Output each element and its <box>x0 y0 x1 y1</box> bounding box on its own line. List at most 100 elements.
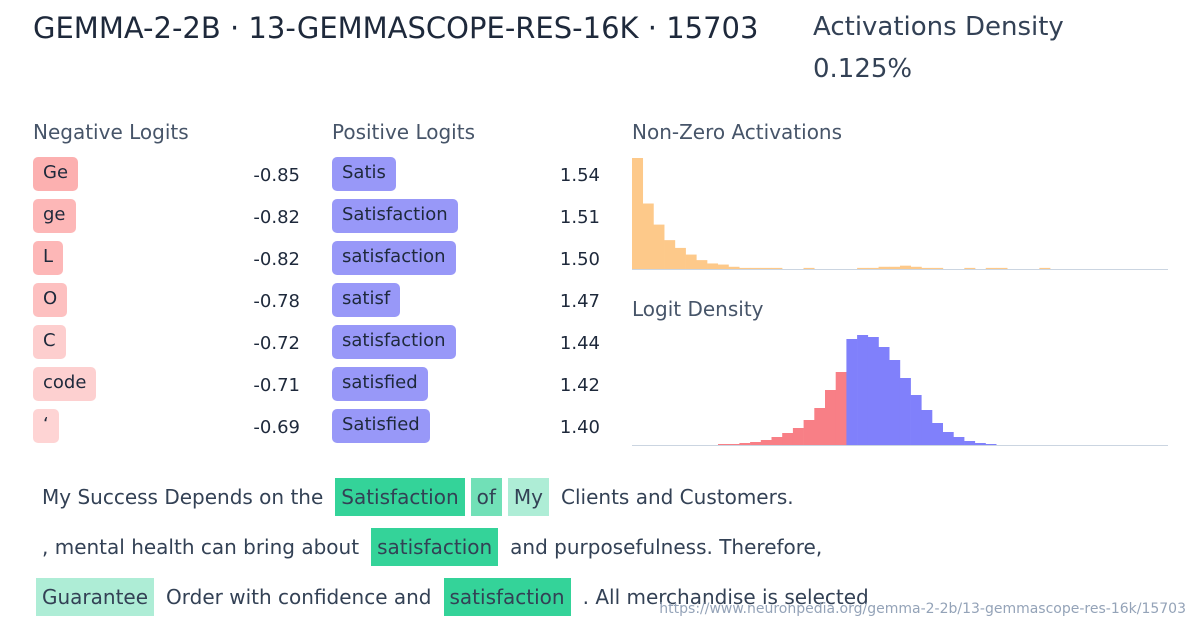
histogram-bar <box>964 267 976 269</box>
histogram-bar <box>792 428 804 445</box>
token-segment: of <box>470 478 502 516</box>
token-segment: Clients and Customers. <box>561 485 794 509</box>
activations-histogram <box>632 158 1168 270</box>
activations-heading: Non-Zero Activations <box>632 120 843 144</box>
logit-token: L <box>33 241 64 275</box>
logit-value: 1.40 <box>559 417 600 438</box>
logit-value: -0.78 <box>253 291 300 312</box>
logit-token: ge <box>33 199 76 233</box>
source-url: https://www.neuronpedia.org/gemma-2-2b/1… <box>659 601 1186 617</box>
histogram-bar <box>1039 267 1051 269</box>
token-segment: satisfaction <box>443 578 571 616</box>
logit-value: -0.82 <box>253 207 300 228</box>
histogram-bar <box>728 444 740 445</box>
logit-value: 1.54 <box>559 165 600 186</box>
logit-value: -0.72 <box>253 333 300 354</box>
histogram-bar <box>760 267 772 269</box>
logit-value: 1.42 <box>559 375 600 396</box>
histogram-bar <box>696 260 708 269</box>
logit-token: satisfied <box>332 367 428 401</box>
histogram-bar <box>632 158 644 269</box>
logit-token: satisf <box>332 283 401 317</box>
logit-token: ‘ <box>33 409 59 443</box>
histogram-bar <box>889 360 901 445</box>
token-segment: satisfaction <box>371 528 499 566</box>
histogram-bar <box>857 335 869 445</box>
histogram-bar <box>846 339 858 445</box>
histogram-bar <box>718 444 729 445</box>
histogram-bar <box>825 390 836 445</box>
histogram-bar <box>653 224 665 269</box>
token-segment: My Success Depends on the <box>42 485 324 509</box>
token-segment: My <box>507 478 550 516</box>
token-segment: and purposefulness. Therefore, <box>510 535 823 559</box>
histogram-bar <box>685 254 697 269</box>
logit-histogram <box>632 335 1168 446</box>
histogram-bar <box>642 203 654 269</box>
histogram-bar <box>878 347 890 445</box>
histogram-bar <box>964 441 976 445</box>
text-line: My Success Depends on the Satisfaction of M… <box>36 478 800 516</box>
histogram-bar <box>932 423 943 445</box>
logit-token: Satisfaction <box>332 199 458 233</box>
logit-token: Satisfied <box>332 409 430 443</box>
histogram-bar <box>985 267 997 269</box>
histogram-bar <box>664 240 676 269</box>
histogram-bar <box>814 408 826 445</box>
histogram-bar <box>932 267 944 269</box>
histogram-bar <box>985 444 997 445</box>
histogram-bar <box>899 378 911 445</box>
histogram-bar <box>857 267 869 269</box>
histogram-bar <box>674 247 686 269</box>
histogram-bar <box>771 267 783 269</box>
histogram-bar <box>739 267 751 269</box>
logit-token: satisfaction <box>332 325 456 359</box>
histogram-bar <box>717 264 729 269</box>
histogram-bar <box>942 432 954 445</box>
histogram-bar <box>835 372 847 445</box>
logit-token: code <box>33 367 97 401</box>
histogram-bar <box>803 267 815 269</box>
logit-token: C <box>33 325 66 359</box>
histogram-bar <box>750 442 762 445</box>
density-value: 0.125% <box>813 54 913 84</box>
negative-heading: Negative Logits <box>33 120 189 144</box>
histogram-bar <box>921 410 933 445</box>
histogram-bar <box>707 263 719 269</box>
logit-token: satisfaction <box>332 241 456 275</box>
histogram-bar <box>782 433 794 445</box>
histogram-bar <box>889 266 901 269</box>
histogram-bar <box>867 337 879 445</box>
logit-value: -0.69 <box>253 417 300 438</box>
logit-token: O <box>33 283 68 317</box>
logit-value: 1.51 <box>559 207 600 228</box>
histogram-bar <box>910 395 922 445</box>
text-line: , mental health can bring about satisfact… <box>36 528 828 566</box>
logit-value: 1.50 <box>559 249 600 270</box>
logit-value: 1.47 <box>559 291 600 312</box>
feature-title: GEMMA-2-2B · 13-GEMMASCOPE-RES-16K · 157… <box>33 11 759 45</box>
histogram-bar <box>760 440 772 445</box>
histogram-bar <box>739 443 751 445</box>
token-segment: Order with confidence and <box>166 585 432 609</box>
token-segment: , mental health can bring about <box>42 535 360 559</box>
histogram-bar <box>910 266 922 269</box>
token-segment: . All merchandise is selected <box>582 585 869 609</box>
histogram-bar <box>974 443 986 445</box>
token-segment: Guarantee <box>36 578 155 616</box>
logit-token: Ge <box>33 157 79 191</box>
histogram-bar <box>921 267 933 269</box>
histogram-bar <box>878 266 890 269</box>
positive-heading: Positive Logits <box>332 120 475 144</box>
logit-heading: Logit Density <box>632 297 764 321</box>
logit-value: -0.71 <box>253 375 300 396</box>
logit-value: 1.44 <box>559 333 600 354</box>
histogram-bar <box>953 437 965 445</box>
density-label: Activations Density <box>813 12 1064 42</box>
histogram-bar <box>749 267 761 269</box>
logit-value: -0.82 <box>253 249 300 270</box>
histogram-bar <box>771 437 783 445</box>
text-line: Guarantee Order with confidence and satisf… <box>36 578 875 616</box>
logit-value: -0.85 <box>253 165 300 186</box>
